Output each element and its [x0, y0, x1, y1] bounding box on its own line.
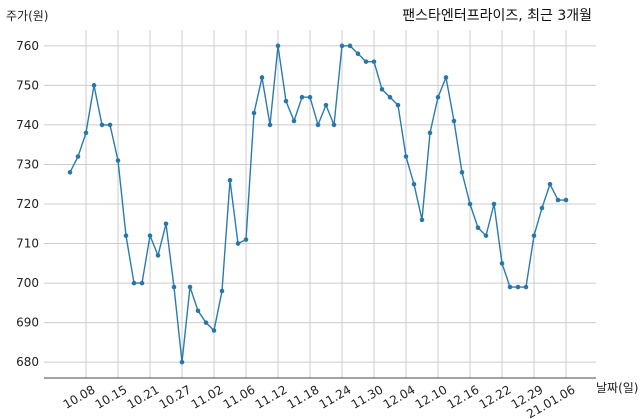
- x-tick-label: 11.06: [221, 382, 258, 411]
- x-axis-ticks: 10.0810.1510.2110.2711.0211.0611.1211.18…: [61, 382, 578, 419]
- data-point: [243, 237, 249, 242]
- data-point: [347, 43, 353, 49]
- data-point: [147, 233, 153, 238]
- data-point: [363, 59, 369, 64]
- y-tick-label: 730: [16, 157, 39, 171]
- data-point: [451, 118, 457, 124]
- series-layer: [67, 43, 569, 365]
- data-point: [67, 170, 73, 175]
- x-tick-label: 12.04: [381, 382, 418, 411]
- data-point: [163, 221, 169, 227]
- y-tick-label: 760: [16, 39, 39, 53]
- x-tick-label: 11.12: [253, 382, 290, 411]
- data-point: [555, 197, 561, 203]
- data-point: [331, 122, 337, 128]
- data-point: [259, 75, 265, 80]
- y-tick-label: 750: [16, 78, 39, 92]
- x-tick-label: 10.08: [61, 382, 98, 411]
- data-point: [195, 308, 201, 314]
- data-point: [99, 122, 105, 128]
- data-point: [411, 181, 417, 187]
- data-point: [299, 94, 305, 100]
- x-tick-label: 11.24: [317, 382, 354, 411]
- data-point: [171, 284, 177, 290]
- data-point: [155, 253, 161, 258]
- x-tick-label: 10.15: [93, 382, 130, 411]
- data-point: [179, 359, 185, 365]
- x-tick-label: 12.16: [445, 382, 482, 411]
- chart-title: 팬스타엔터프라이즈, 최근 3개월: [402, 8, 592, 24]
- y-axis-ticks: 680 690 700 710 720 730 740 750 760: [16, 39, 39, 369]
- data-point: [499, 261, 505, 266]
- data-point: [251, 110, 257, 116]
- x-tick-label: 11.18: [285, 382, 322, 411]
- x-tick-label: 10.27: [157, 382, 194, 411]
- data-point: [235, 241, 241, 246]
- grid-layer: [44, 30, 596, 378]
- x-tick-label: 11.30: [349, 382, 386, 411]
- data-point: [139, 280, 145, 286]
- data-point: [531, 233, 537, 238]
- data-point: [459, 170, 465, 175]
- y-axis-label: 주가(원): [6, 9, 48, 23]
- data-point: [507, 284, 513, 290]
- data-point: [315, 122, 321, 128]
- y-tick-label: 680: [16, 355, 39, 369]
- data-point: [371, 59, 377, 64]
- data-point: [211, 328, 217, 333]
- data-point: [131, 280, 137, 286]
- data-point: [83, 130, 89, 136]
- y-tick-label: 700: [16, 276, 39, 290]
- data-point: [515, 284, 521, 290]
- data-point: [427, 130, 433, 136]
- x-tick-label: 12.22: [477, 382, 514, 411]
- data-point: [275, 43, 281, 49]
- x-axis-label: 날짜(일): [596, 381, 638, 395]
- data-point: [491, 201, 497, 207]
- data-point: [323, 102, 329, 108]
- data-point: [267, 122, 273, 128]
- data-point: [403, 154, 409, 159]
- y-tick-label: 740: [16, 118, 39, 132]
- data-point: [563, 197, 569, 203]
- x-tick-label: 10.21: [125, 382, 162, 411]
- y-tick-label: 710: [16, 237, 39, 251]
- data-point: [107, 122, 113, 128]
- x-tick-label: 12.10: [413, 382, 450, 411]
- data-point: [203, 320, 209, 325]
- data-point: [395, 102, 401, 108]
- data-point: [91, 83, 97, 88]
- data-point: [435, 94, 441, 100]
- data-point: [387, 94, 393, 100]
- data-point: [227, 177, 233, 183]
- data-point: [547, 181, 553, 187]
- y-tick-label: 720: [16, 197, 39, 211]
- data-point: [307, 94, 313, 100]
- data-point: [283, 98, 289, 104]
- data-point: [75, 154, 81, 159]
- data-point: [523, 284, 529, 290]
- data-point: [483, 233, 489, 238]
- data-point: [379, 87, 385, 92]
- data-point: [339, 43, 345, 49]
- data-point: [187, 284, 193, 290]
- data-point: [443, 75, 449, 80]
- data-point: [467, 201, 473, 207]
- data-point: [419, 217, 425, 223]
- data-point: [123, 233, 129, 238]
- data-point: [539, 205, 545, 211]
- data-point: [115, 158, 121, 163]
- data-point: [475, 225, 481, 231]
- data-point: [291, 118, 297, 124]
- data-point: [219, 288, 225, 294]
- x-tick-label: 11.02: [189, 382, 226, 411]
- data-point: [355, 51, 361, 57]
- y-tick-label: 690: [16, 316, 39, 330]
